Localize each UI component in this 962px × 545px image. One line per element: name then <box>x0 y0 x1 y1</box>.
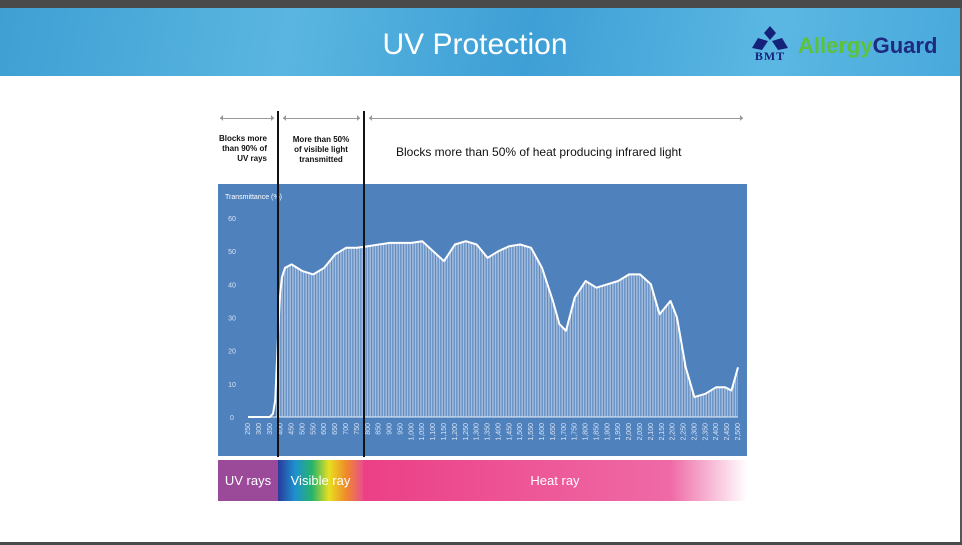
x-tick-label: 1,950 <box>615 423 622 441</box>
x-tick-label: 1,450 <box>506 423 513 441</box>
x-tick-label: 600 <box>321 423 328 435</box>
uv-annotation: Blocks more than 90% of UV rays <box>218 134 267 163</box>
window-top-bar <box>0 0 962 8</box>
x-tick-label: 2,400 <box>713 423 720 441</box>
x-tick-label: 700 <box>343 423 350 435</box>
uv-band: UV rays <box>218 460 278 501</box>
heat-band: Heat ray <box>363 460 747 501</box>
x-tick-label: 1,750 <box>572 423 579 441</box>
x-tick-label: 2,050 <box>637 423 644 441</box>
x-tick-label: 1,050 <box>419 423 426 441</box>
y-tick-label: 0 <box>230 415 234 422</box>
x-tick-label: 2,500 <box>735 423 742 441</box>
y-tick-label: 30 <box>228 316 236 323</box>
x-tick-label: 1,350 <box>485 423 492 441</box>
visible-band: Visible ray <box>278 460 363 501</box>
y-axis-label: Transmittance (%) <box>225 194 282 201</box>
x-tick-label: 2,250 <box>681 423 688 441</box>
ir-annotation: Blocks more than 50% of heat producing i… <box>396 145 682 159</box>
x-tick-label: 1,300 <box>474 423 481 441</box>
uv-boundary-line <box>277 111 279 457</box>
y-tick-label: 60 <box>228 216 236 223</box>
ir-range-arrow <box>369 115 743 121</box>
x-tick-label: 1,250 <box>463 423 470 441</box>
x-tick-label: 1,650 <box>550 423 557 441</box>
y-tick-label: 40 <box>228 282 236 289</box>
y-tick-label: 50 <box>228 249 236 256</box>
x-tick-label: 300 <box>256 423 263 435</box>
visible-range-arrow <box>283 115 360 121</box>
y-tick-label: 20 <box>228 349 236 356</box>
x-tick-label: 1,800 <box>583 423 590 441</box>
slide-header: UV Protection BMT AllergyGuard <box>0 8 962 76</box>
x-tick-label: 1,400 <box>495 423 502 441</box>
x-tick-label: 450 <box>289 423 296 435</box>
x-tick-label: 800 <box>365 423 372 435</box>
x-tick-label: 1,200 <box>452 423 459 441</box>
visible-annotation: More than 50% of visible light transmitt… <box>292 135 350 164</box>
x-tick-label: 850 <box>376 423 383 435</box>
x-tick-label: 2,300 <box>691 423 698 441</box>
x-tick-label: 900 <box>387 423 394 435</box>
x-tick-label: 950 <box>397 423 404 435</box>
x-tick-label: 350 <box>267 423 274 435</box>
x-tick-label: 2,450 <box>724 423 731 441</box>
x-tick-label: 1,900 <box>604 423 611 441</box>
x-tick-label: 2,150 <box>659 423 666 441</box>
x-tick-label: 1,000 <box>408 423 415 441</box>
bmt-logo-icon: BMT <box>748 26 792 66</box>
x-tick-label: 750 <box>354 423 361 435</box>
x-tick-label: 1,550 <box>528 423 535 441</box>
x-tick-label: 250 <box>245 423 252 435</box>
page-title: UV Protection <box>382 28 568 61</box>
x-tick-label: 2,000 <box>626 423 633 441</box>
x-tick-label: 500 <box>299 423 306 435</box>
logo: BMT AllergyGuard <box>748 26 937 66</box>
x-tick-label: 400 <box>278 423 285 435</box>
brand-name: AllergyGuard <box>798 33 938 58</box>
x-tick-label: 2,200 <box>670 423 677 441</box>
x-tick-label: 550 <box>310 423 317 435</box>
x-tick-label: 1,600 <box>539 423 546 441</box>
uv-range-arrow <box>220 115 274 121</box>
transmittance-line <box>248 240 739 418</box>
visible-boundary-line <box>363 111 365 457</box>
window-right-edge <box>960 8 962 545</box>
x-tick-label: 1,850 <box>593 423 600 441</box>
transmittance-chart: Transmittance (%) 0 10 20 30 40 50 60 250 300 350 4… <box>218 184 747 456</box>
x-tick-label: 2,350 <box>702 423 709 441</box>
x-tick-label: 1,150 <box>441 423 448 441</box>
x-tick-label: 1,700 <box>561 423 568 441</box>
x-tick-label: 1,100 <box>430 423 437 441</box>
x-tick-label: 650 <box>332 423 339 435</box>
y-tick-label: 10 <box>228 382 236 389</box>
window-bottom-bar <box>0 542 962 545</box>
x-tick-label: 1,500 <box>517 423 524 441</box>
x-tick-label: 2,100 <box>648 423 655 441</box>
